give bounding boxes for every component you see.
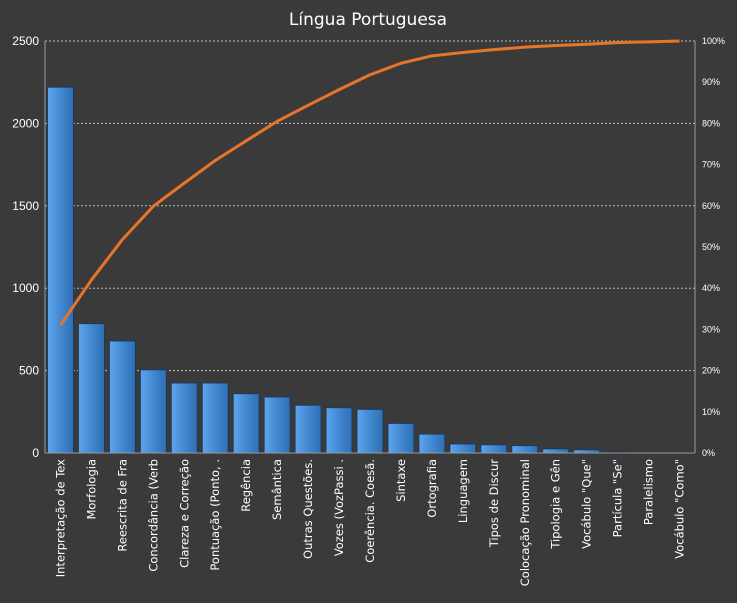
y2-tick-label: 0% xyxy=(702,448,715,458)
y2-tick-label: 40% xyxy=(702,283,720,293)
x-tick-label: Concordância (Verb xyxy=(146,459,160,572)
x-tick-label: Tipologia e Gên xyxy=(549,459,563,550)
x-tick-label: Clareza e Correção xyxy=(177,459,191,568)
y-tick-label: 500 xyxy=(19,364,39,378)
y-tick-label: 2500 xyxy=(12,34,39,48)
x-tick-label: Paralelismo xyxy=(642,459,656,525)
y2-tick-label: 50% xyxy=(702,242,720,252)
x-tick-label: Morfologia xyxy=(84,459,98,520)
bar xyxy=(449,443,477,454)
bar xyxy=(139,369,167,454)
y2-tick-label: 80% xyxy=(702,118,720,128)
y2-tick-label: 10% xyxy=(702,407,720,417)
bar xyxy=(108,340,136,454)
x-tick-label: Tipos de Discur xyxy=(487,459,501,549)
bar xyxy=(356,408,384,454)
x-tick-label: Vocábulo "Como" xyxy=(673,459,687,559)
chart-title: Língua Portuguesa xyxy=(289,10,447,30)
x-tick-label: Reescrita de Fra xyxy=(115,459,129,552)
y2-tick-label: 100% xyxy=(702,36,725,46)
x-tick-label: Vocábulo "Que" xyxy=(580,459,594,549)
y-tick-label: 2000 xyxy=(12,116,39,130)
x-tick-label: Partícula "Se" xyxy=(611,459,625,537)
right-axis-ticks: 0% 10% 20% 30% 40% 50% 60% 70% 80% 90% 100% xyxy=(702,36,725,458)
bar xyxy=(170,382,198,454)
cumulative-line xyxy=(59,39,680,327)
x-tick-label: Interpretação de Tex xyxy=(53,459,67,577)
bar xyxy=(511,445,539,454)
bar xyxy=(418,433,446,454)
bar xyxy=(387,422,415,454)
y2-tick-label: 70% xyxy=(702,160,720,170)
left-axis-ticks: 0 500 1000 1500 2000 2500 xyxy=(12,34,39,460)
x-tick-label: Vozes (VozPassi . xyxy=(332,459,346,556)
y-tick-label: 1000 xyxy=(12,281,39,295)
x-tick-label: Regência xyxy=(239,459,253,512)
x-tick-label: Pontuação (Ponto, . xyxy=(208,459,222,571)
gridlines xyxy=(45,40,695,372)
bar xyxy=(232,393,260,454)
bar xyxy=(201,382,229,454)
y-tick-label: 1500 xyxy=(12,199,39,213)
x-tick-label: Semântica xyxy=(270,459,284,520)
cumulative-line-series xyxy=(59,39,680,327)
bar xyxy=(325,407,353,454)
y2-tick-label: 90% xyxy=(702,77,720,87)
y2-tick-label: 20% xyxy=(702,366,720,376)
y-tick-label: 0 xyxy=(32,446,39,460)
x-tick-label: Colocação Pronominal xyxy=(518,459,532,586)
x-tick-label: Linguagem xyxy=(456,459,470,523)
y2-tick-label: 60% xyxy=(702,201,720,211)
bar xyxy=(294,404,322,454)
x-tick-label: Sintaxe xyxy=(394,459,408,502)
bar xyxy=(480,444,508,454)
y2-tick-label: 30% xyxy=(702,324,720,334)
axes xyxy=(44,41,696,454)
x-tick-label: Outras Questões. xyxy=(301,459,315,559)
bar xyxy=(77,323,105,454)
bar xyxy=(46,86,74,454)
bar xyxy=(263,396,291,454)
x-tick-label: Coerência. Coesã. xyxy=(363,459,377,563)
x-tick-label: Ortografia xyxy=(425,459,439,518)
bar-series xyxy=(46,86,694,454)
category-labels: Interpretação de Tex Morfologia Reescrita … xyxy=(53,459,686,587)
bar xyxy=(542,448,570,454)
